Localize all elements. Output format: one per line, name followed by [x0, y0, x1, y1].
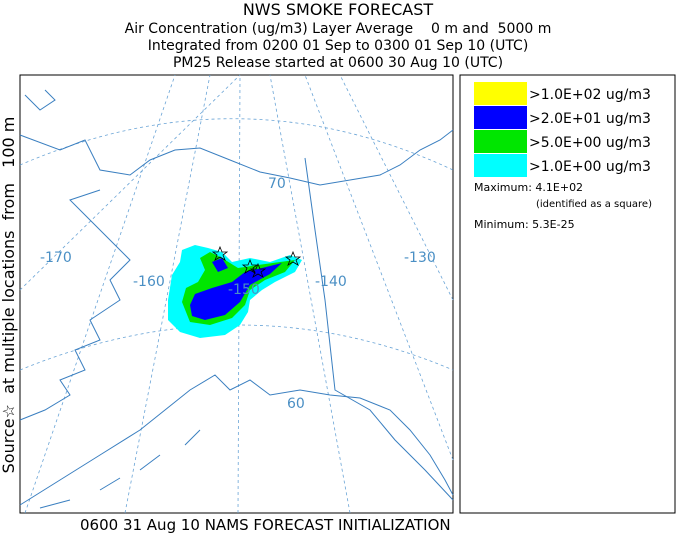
side-label: Source☆ at multiple locations from 100 m — [0, 117, 18, 474]
meridian — [237, 74, 241, 514]
map-label: -160 — [133, 274, 165, 290]
coast — [19, 189, 131, 421]
legend-swatch — [474, 82, 527, 105]
meridian — [269, 74, 351, 514]
map-label: -130 — [404, 250, 436, 266]
coastline — [19, 89, 454, 509]
legend: Maximum: 4.1E+02 (identified as a square… — [459, 74, 676, 514]
legend-label: >1.0E+02 ug/m3 — [529, 87, 651, 103]
footer: 0600 31 Aug 10 NAMS FORECAST INITIALIZAT… — [80, 516, 451, 534]
maximum: Maximum: 4.1E+02 — [474, 181, 583, 194]
meridian — [124, 74, 211, 514]
map: -170 -160 -150 -140 -130 70 60 — [19, 74, 454, 514]
source-star — [211, 245, 229, 261]
legend-label: >5.0E+00 ug/m3 — [529, 135, 651, 151]
title: NWS SMOKE FORECAST — [243, 0, 434, 19]
minimum: Minimum: 5.3E-25 — [474, 218, 575, 231]
coast — [19, 374, 454, 506]
legend-swatch — [474, 106, 527, 129]
subtitle: PM25 Release started at 0600 30 Aug 10 (… — [173, 55, 503, 71]
maximum-note: (identified as a square) — [536, 199, 652, 210]
source-star — [249, 262, 267, 278]
map-label: -140 — [315, 274, 347, 290]
meridian — [304, 74, 454, 461]
coast — [19, 89, 454, 186]
meridian — [24, 74, 176, 514]
parallel — [19, 118, 454, 171]
subtitle: Integrated from 0200 01 Sep to 0300 01 S… — [148, 38, 529, 54]
source-star — [284, 250, 302, 266]
map-label: 60 — [287, 396, 305, 412]
map-label: -150 — [228, 282, 260, 298]
plume-blue — [190, 258, 282, 320]
subtitle: Air Concentration (ug/m3) Layer Average … — [125, 21, 552, 37]
legend-label: >1.0E+00 ug/m3 — [529, 159, 651, 175]
source-star — [241, 258, 259, 274]
sources — [211, 245, 302, 278]
map-label: 70 — [268, 176, 286, 192]
legend-label: >2.0E+01 ug/m3 — [529, 111, 651, 127]
border — [304, 157, 454, 501]
islands — [39, 429, 201, 509]
map-label: -170 — [40, 250, 72, 266]
legend-swatch — [474, 154, 527, 177]
legend-swatch — [474, 130, 527, 153]
plume — [168, 245, 302, 338]
